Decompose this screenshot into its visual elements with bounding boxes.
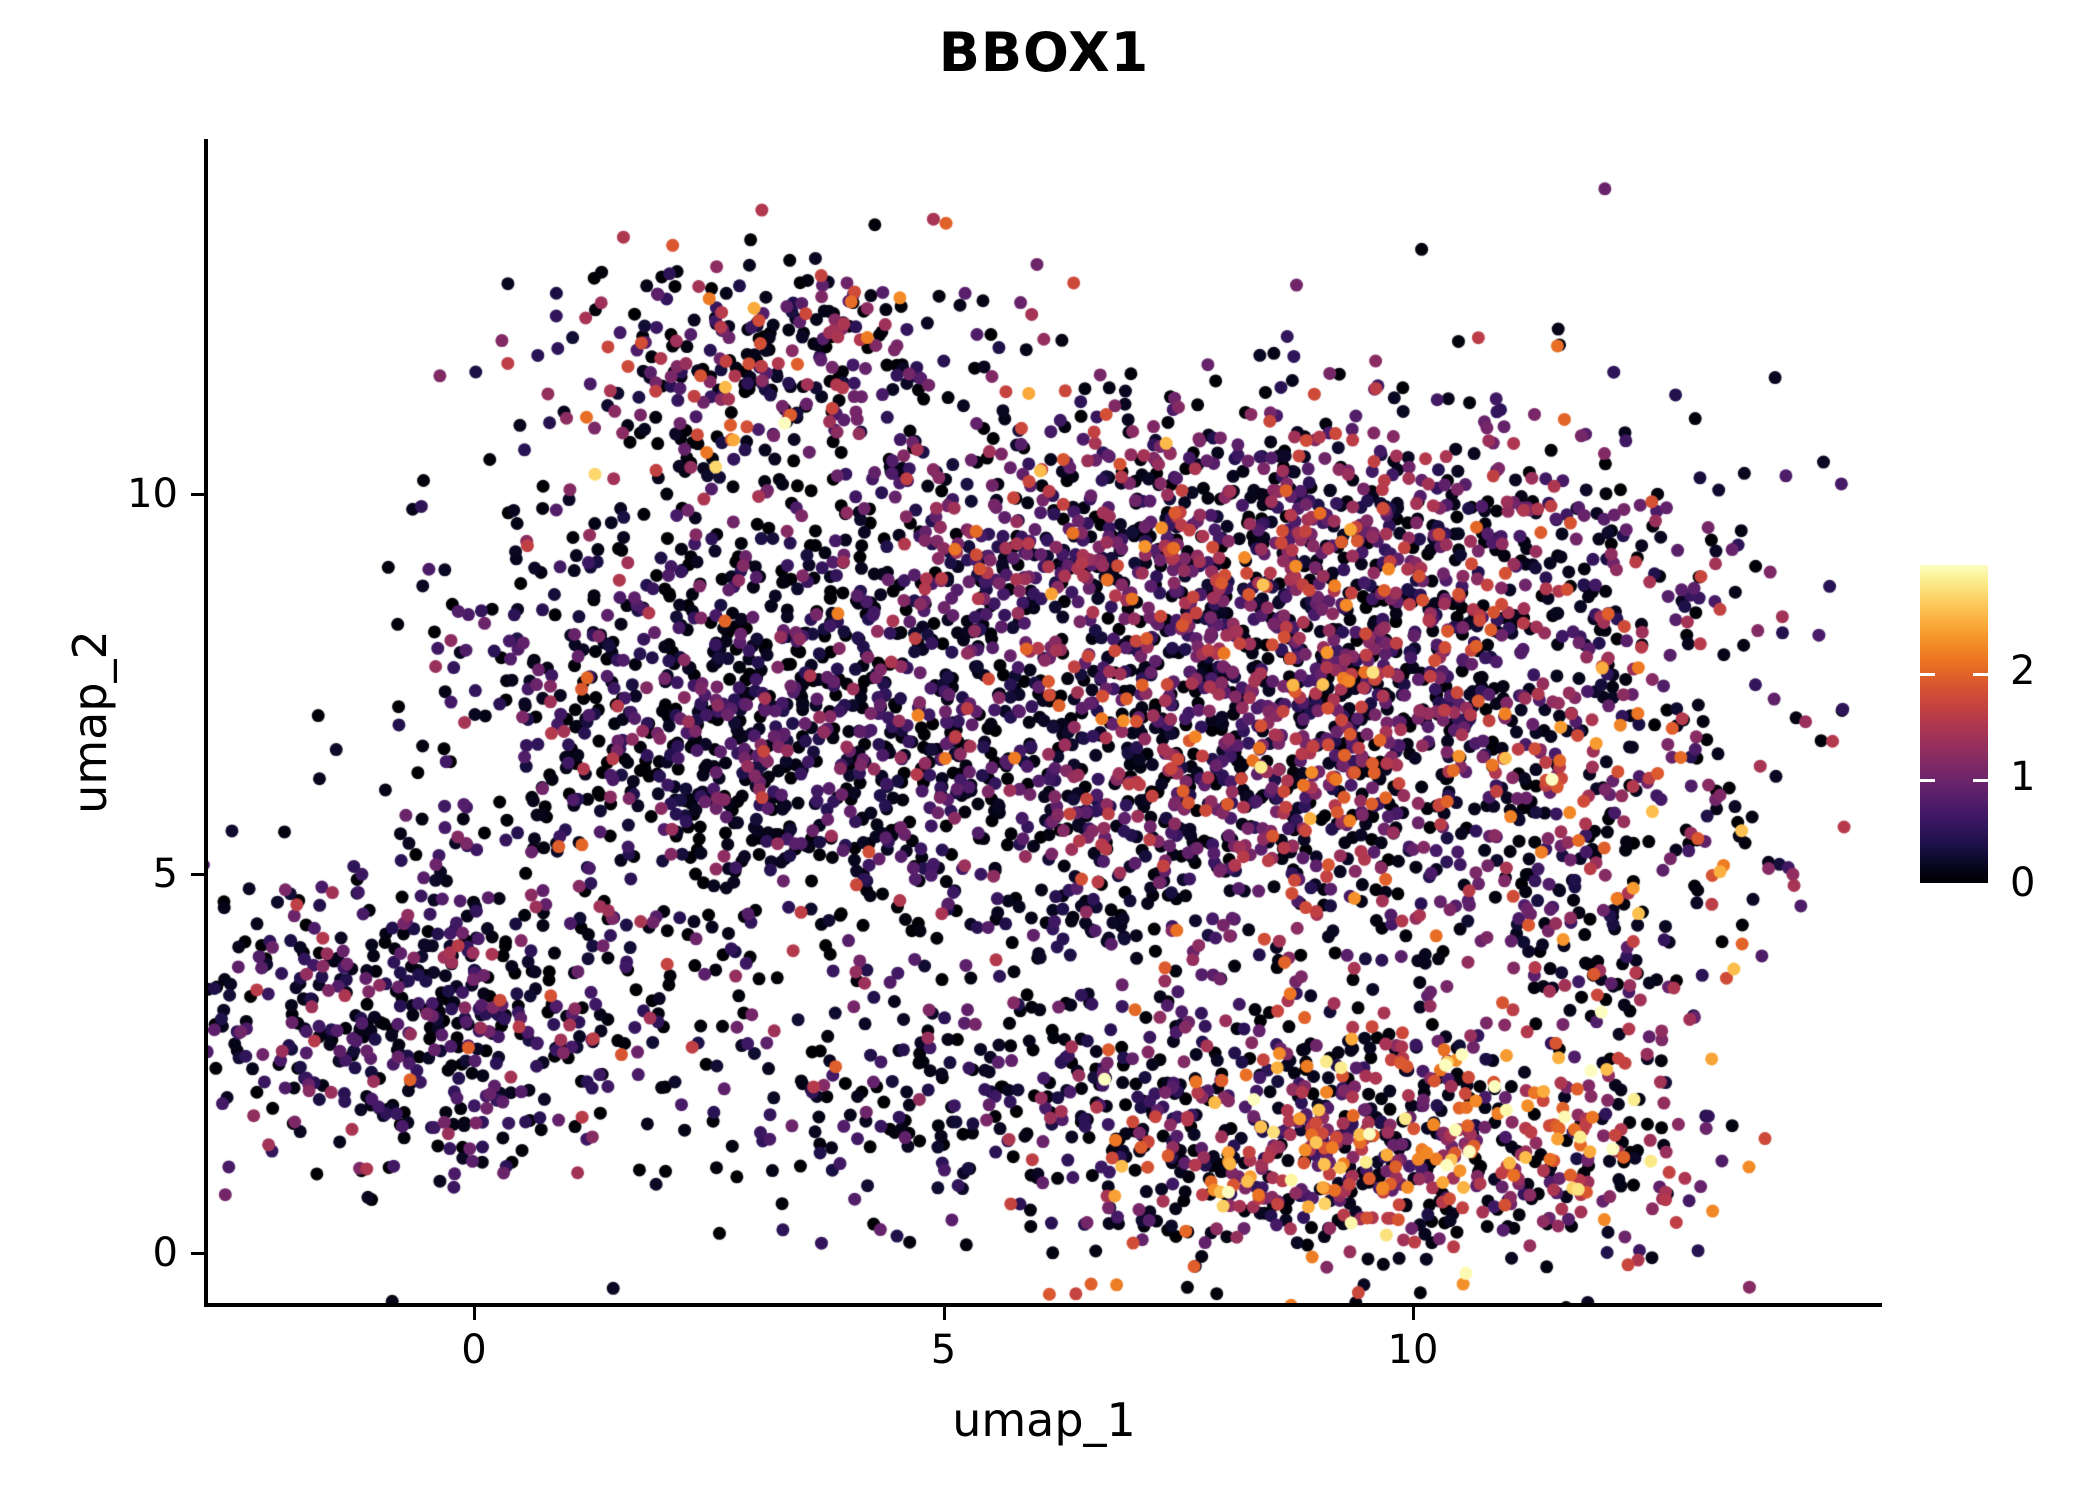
colorbar-tick-mark	[1920, 776, 1988, 782]
y-tick-label: 10	[127, 471, 178, 517]
colorbar-gradient-canvas	[1920, 565, 1988, 883]
x-tick-mark	[942, 1307, 946, 1320]
x-tick-mark	[473, 1307, 476, 1320]
y-tick-mark	[191, 493, 204, 496]
y-tick-label: 0	[152, 1230, 178, 1276]
colorbar	[1920, 565, 1988, 883]
axis-spine-left	[204, 139, 208, 1307]
colorbar-tick-label: 2	[2010, 648, 2036, 694]
x-axis-label: umap_1	[952, 1393, 1136, 1447]
scatter-layer	[208, 139, 1880, 1305]
x-tick-mark	[1412, 1307, 1415, 1320]
axis-spine-bottom	[204, 1303, 1882, 1307]
y-tick-label: 5	[152, 850, 178, 897]
colorbar-tick-mark	[1920, 670, 1988, 676]
x-tick-label: 0	[461, 1327, 487, 1373]
y-tick-mark	[191, 872, 204, 876]
colorbar-tick-mark	[1920, 882, 1988, 888]
colorbar-tick-label: 0	[2010, 860, 2036, 906]
x-tick-label: 5	[930, 1327, 957, 1373]
x-tick-label: 10	[1387, 1327, 1439, 1373]
y-tick-mark	[191, 1252, 204, 1255]
y-axis-label: umap_2	[63, 630, 117, 814]
plot-area	[208, 139, 1880, 1305]
chart-title: BBOX1	[938, 21, 1150, 84]
colorbar-tick-label: 1	[2010, 754, 2036, 800]
